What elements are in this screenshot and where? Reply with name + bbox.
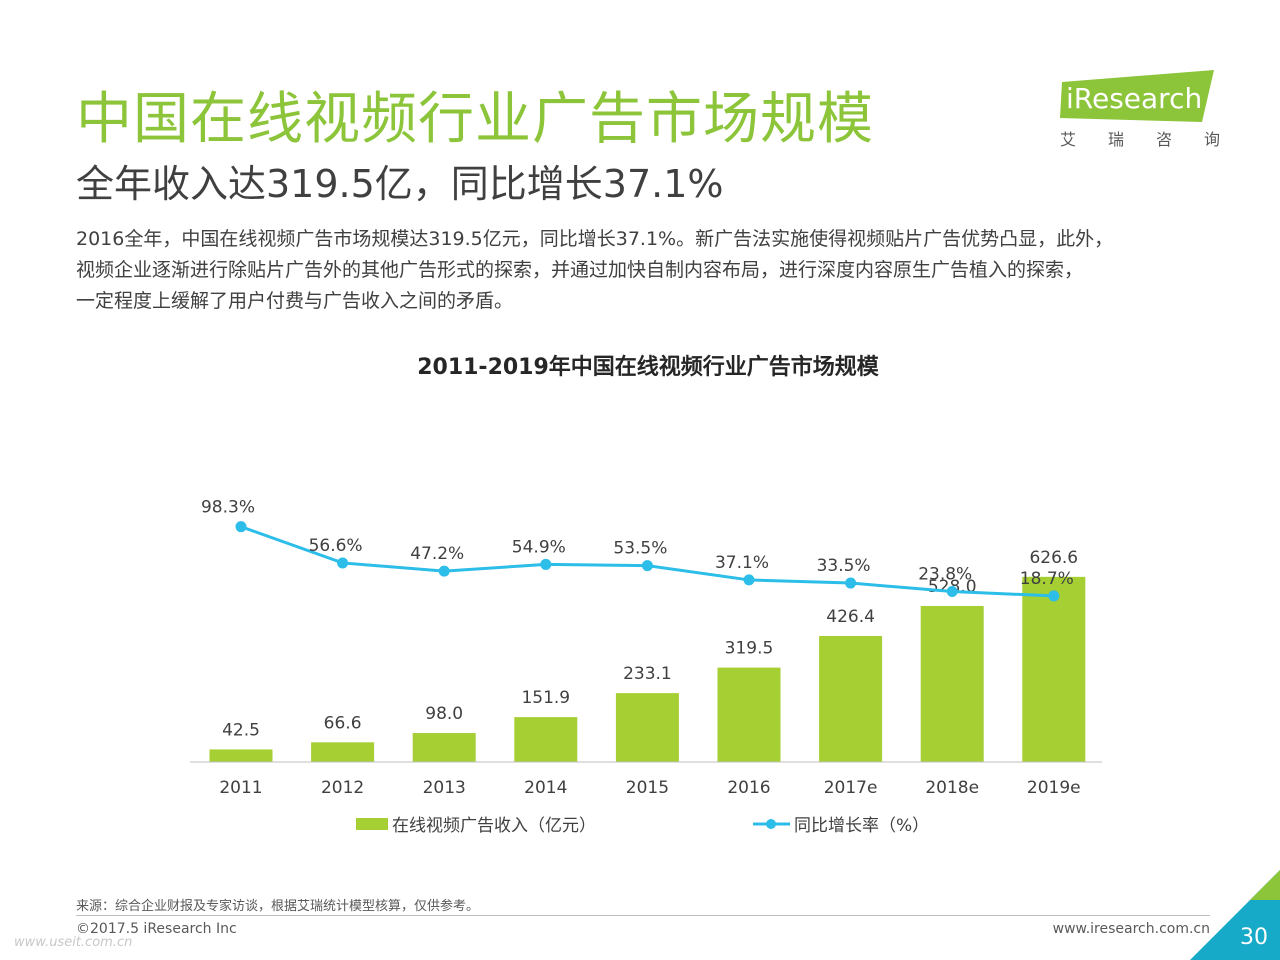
- bar-value-label: 42.5: [222, 720, 260, 740]
- logo-cn-char: 瑞: [1107, 130, 1124, 149]
- logo-banner: [1060, 70, 1214, 122]
- slide-subtitle: 全年收入达319.5亿，同比增长37.1%: [76, 162, 724, 206]
- growth-point-2013: [438, 565, 450, 577]
- copyright: ©2017.5 iResearch Inc: [76, 921, 237, 937]
- x-tick-label: 2012: [321, 778, 364, 798]
- x-tick-label: 2011: [219, 778, 262, 798]
- logo-cn-char: 咨: [1155, 130, 1172, 149]
- bar-value-label: 66.6: [324, 713, 362, 733]
- bar-value-label: 426.4: [826, 607, 875, 627]
- x-tick-label: 2019e: [1027, 778, 1081, 798]
- growth-value-label: 56.6%: [309, 536, 363, 556]
- bar-value-label: 233.1: [623, 664, 672, 684]
- footer-divider: [76, 915, 1210, 916]
- slide-title: 中国在线视频行业广告市场规模: [76, 87, 874, 152]
- bar-2011: [209, 749, 273, 762]
- growth-value-label: 53.5%: [613, 539, 667, 559]
- iresearch-logo: iResearch: [1060, 70, 1214, 122]
- bar-2014: [514, 717, 578, 762]
- bar-value-label: 151.9: [521, 688, 570, 708]
- intro-line-3: 一定程度上缓解了用户付费与广告收入之间的矛盾。: [76, 290, 514, 312]
- source-note: 来源：综合企业财报及专家访谈，根据艾瑞统计模型核算，仅供参考。: [76, 899, 480, 914]
- x-tick-label: 2015: [626, 778, 669, 798]
- logo-cn-char: 艾: [1060, 130, 1077, 149]
- bar-value-label: 98.0: [425, 704, 463, 724]
- bar-2012: [311, 742, 375, 762]
- growth-value-label: 23.8%: [918, 564, 972, 584]
- legend-swatch-bar: [356, 818, 388, 830]
- x-tick-labels: 2011 2012 2013 2014 2015 2016 2017e 2018e 2019e: [219, 778, 1080, 798]
- x-tick-label: 2017e: [824, 778, 878, 798]
- growth-point-2019e: [1048, 590, 1060, 602]
- growth-point-2015: [641, 560, 653, 572]
- intro-line-1: 2016全年，中国在线视频广告市场规模达319.5亿元，同比增长37.1%。新广…: [76, 228, 1114, 250]
- corner-decoration: [1190, 870, 1280, 960]
- growth-point-2011: [235, 521, 247, 533]
- growth-value-label: 33.5%: [817, 556, 871, 576]
- logo-cn-char: 询: [1203, 130, 1220, 149]
- x-tick-label: 2014: [524, 778, 567, 798]
- logo-brand-text: iResearch: [1066, 82, 1202, 115]
- bar-2015: [615, 693, 679, 762]
- bar-2018e: [920, 605, 984, 762]
- logo-cn-text: 艾 瑞 咨 询: [1060, 126, 1220, 150]
- bar-2013: [412, 733, 476, 762]
- ad-market-chart: 2011-2019年中国在线视频行业广告市场规模 42.5 66.6 98.0 151…: [190, 354, 1102, 836]
- bar-2016: [717, 667, 781, 762]
- legend-label-bar: 在线视频广告收入（亿元）: [392, 816, 596, 836]
- x-tick-label: 2018e: [925, 778, 979, 798]
- growth-point-2016: [743, 574, 755, 586]
- bar-2019e: [1022, 576, 1086, 762]
- chart-legend: 在线视频广告收入（亿元） 同比增长率（%）: [356, 816, 929, 836]
- growth-value-label: 54.9%: [512, 537, 566, 557]
- bar-2017e: [819, 635, 883, 762]
- bar-value-label: 319.5: [725, 639, 774, 659]
- bar-value-label: 626.6: [1029, 548, 1078, 568]
- line-series: 98.3% 56.6% 47.2% 54.9% 53.5% 37.1% 33.5% 23.8%…: [201, 498, 1074, 602]
- growth-point-2017e: [845, 577, 857, 589]
- intro-line-2: 视频企业逐渐进行除贴片广告外的其他广告形式的探索，并通过加快自制内容布局，进行深…: [76, 259, 1084, 281]
- growth-point-2012: [337, 557, 349, 569]
- x-tick-label: 2013: [423, 778, 466, 798]
- legend-label-line: 同比增长率（%）: [794, 816, 929, 836]
- intro-paragraph: 2016全年，中国在线视频广告市场规模达319.5亿元，同比增长37.1%。新广…: [76, 224, 1226, 317]
- growth-value-label: 98.3%: [201, 498, 255, 518]
- legend-swatch-marker: [766, 819, 776, 829]
- website-link[interactable]: www.iresearch.com.cn: [1052, 921, 1210, 937]
- page-number: 30: [1240, 925, 1268, 950]
- chart-title: 2011-2019年中国在线视频行业广告市场规模: [417, 354, 880, 380]
- growth-value-label: 18.7%: [1020, 569, 1074, 589]
- growth-value-label: 47.2%: [410, 544, 464, 564]
- growth-point-2014: [540, 558, 552, 570]
- growth-point-2018e: [946, 585, 958, 597]
- growth-value-label: 37.1%: [715, 553, 769, 573]
- watermark: www.useit.com.cn: [14, 935, 133, 950]
- x-tick-label: 2016: [727, 778, 770, 798]
